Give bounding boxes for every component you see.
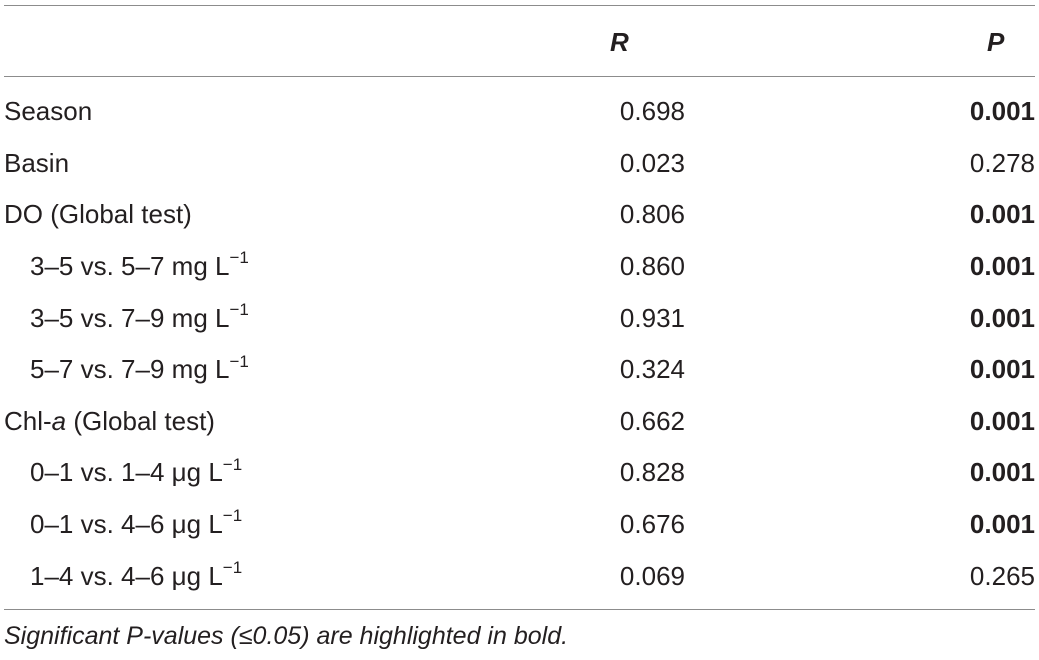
r-value: 0.023 [619, 147, 685, 178]
row-label: 1–4 vs. 4–6 μg L−1 [4, 550, 510, 602]
row-label-text: 0–1 vs. 4–6 μg L [30, 509, 223, 540]
row-label-text: DO (Global test) [4, 199, 192, 230]
row-label-text: Season [4, 96, 93, 127]
p-value: 0.278 [969, 147, 1035, 178]
cell-spacer [685, 138, 895, 190]
cell-spacer [685, 550, 895, 602]
table-row: 1–4 vs. 4–6 μg L−1 0.069 0.265 [4, 550, 1035, 602]
table-row: 3–5 vs. 5–7 mg L−1 0.860 0.001 [4, 241, 1035, 293]
row-label-text: 3–5 vs. 7–9 mg L [30, 302, 230, 333]
cell-spacer [685, 292, 895, 344]
row-label-exponent: −1 [229, 351, 249, 371]
row-label-exponent: −1 [222, 454, 243, 474]
cell-spacer [685, 344, 895, 396]
row-label-italic: a [51, 405, 67, 436]
row-label-text: 1–4 vs. 4–6 μg L [30, 560, 223, 591]
table-row: 5–7 vs. 7–9 mg L−1 0.324 0.001 [4, 344, 1035, 396]
table-row: 3–5 vs. 7–9 mg L−1 0.931 0.001 [4, 292, 1035, 344]
cell-spacer [685, 499, 895, 551]
p-value: 0.001 [969, 199, 1035, 230]
table-row: Basin 0.023 0.278 [4, 138, 1035, 190]
r-value: 0.069 [619, 560, 685, 591]
row-label-exponent: −1 [222, 506, 243, 526]
p-value: 0.001 [969, 457, 1035, 488]
row-label: 0–1 vs. 4–6 μg L−1 [4, 499, 510, 551]
cell-spacer [685, 86, 895, 138]
row-label-exponent: −1 [229, 300, 249, 320]
row-label: 0–1 vs. 1–4 μg L−1 [4, 447, 510, 499]
row-label: 5–7 vs. 7–9 mg L−1 [4, 344, 510, 396]
p-value: 0.001 [969, 302, 1035, 333]
row-label: Basin [4, 138, 510, 190]
p-value: 0.001 [969, 251, 1035, 282]
row-label-suffix: (Global test) [66, 405, 215, 436]
table-footnote: Significant P-values (≤0.05) are highlig… [4, 622, 569, 650]
table-row: 0–1 vs. 1–4 μg L−1 0.828 0.001 [4, 447, 1035, 499]
row-label-exponent: −1 [222, 557, 243, 577]
column-header-r: R [610, 27, 629, 57]
r-value: 0.931 [619, 302, 685, 333]
r-value: 0.676 [619, 509, 685, 540]
column-header-p: P [987, 27, 1005, 57]
table-row: Chl-a (Global test) 0.662 0.001 [4, 396, 1035, 448]
row-label: 3–5 vs. 7–9 mg L−1 [4, 292, 510, 344]
table-body: Season 0.698 0.001 Basin 0.023 0.278 DO (Globa… [4, 86, 1035, 602]
r-value: 0.662 [619, 405, 685, 436]
p-value: 0.001 [969, 405, 1035, 436]
row-label: 3–5 vs. 5–7 mg L−1 [4, 241, 510, 293]
cell-spacer [685, 396, 895, 448]
r-value: 0.828 [619, 457, 685, 488]
table-top-rule [4, 5, 1035, 6]
table-row: Season 0.698 0.001 [4, 86, 1035, 138]
row-label-text: Basin [4, 147, 70, 178]
r-value: 0.324 [619, 354, 685, 385]
table-bottom-rule [4, 609, 1035, 610]
row-label-text: 0–1 vs. 1–4 μg L [30, 457, 223, 488]
table-row: DO (Global test) 0.806 0.001 [4, 189, 1035, 241]
p-value: 0.001 [969, 509, 1035, 540]
row-label-text: 5–7 vs. 7–9 mg L [30, 354, 230, 385]
table-row: 0–1 vs. 4–6 μg L−1 0.676 0.001 [4, 499, 1035, 551]
row-label-text: Chl- [4, 405, 52, 436]
p-value: 0.001 [969, 96, 1035, 127]
cell-spacer [685, 189, 895, 241]
r-value: 0.860 [619, 251, 685, 282]
p-value: 0.001 [969, 354, 1035, 385]
p-value: 0.265 [969, 560, 1035, 591]
header-rule [4, 76, 1035, 77]
row-label: Chl-a (Global test) [4, 396, 510, 448]
r-value: 0.698 [619, 96, 685, 127]
r-value: 0.806 [619, 199, 685, 230]
row-label: DO (Global test) [4, 189, 510, 241]
row-label: Season [4, 86, 510, 138]
row-label-text: 3–5 vs. 5–7 mg L [30, 251, 230, 282]
cell-spacer [685, 241, 895, 293]
row-label-exponent: −1 [229, 248, 249, 268]
cell-spacer [685, 447, 895, 499]
